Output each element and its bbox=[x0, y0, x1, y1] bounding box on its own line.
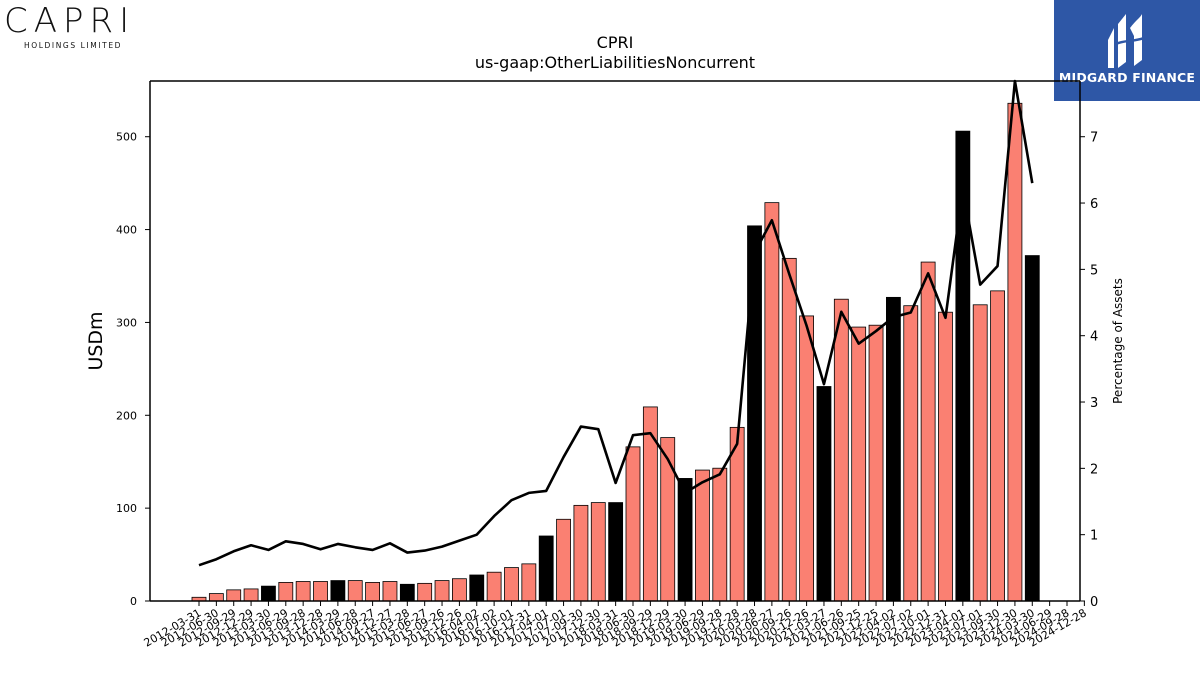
capri-logo-brand: CAPRI bbox=[4, 1, 136, 41]
y-tick-label: 400 bbox=[116, 224, 137, 237]
bar bbox=[938, 311, 953, 602]
bar bbox=[886, 296, 901, 602]
bar bbox=[521, 563, 537, 602]
bar bbox=[486, 571, 502, 602]
bar bbox=[990, 290, 1005, 602]
midgard-logo-name: MIDGARD FINANCE bbox=[1058, 70, 1196, 85]
bar bbox=[208, 593, 224, 602]
bar bbox=[417, 582, 433, 602]
bar bbox=[851, 326, 867, 602]
bar bbox=[382, 581, 398, 602]
y2-tick-label: 7 bbox=[1090, 131, 1098, 146]
bar-series bbox=[191, 102, 1040, 602]
bar bbox=[469, 574, 485, 602]
bar bbox=[590, 502, 606, 602]
bar bbox=[903, 305, 919, 602]
y-tick-label: 200 bbox=[116, 409, 137, 422]
bar bbox=[573, 504, 589, 602]
bar bbox=[816, 386, 832, 602]
bar bbox=[434, 580, 450, 602]
capri-logo: CAPRI HOLDINGS LIMITED bbox=[4, 4, 154, 54]
bar bbox=[764, 202, 780, 602]
bar bbox=[781, 257, 797, 602]
bar bbox=[504, 567, 519, 602]
bar bbox=[295, 581, 311, 602]
percentage-line bbox=[198, 79, 1034, 567]
bar bbox=[365, 582, 381, 602]
bar bbox=[313, 581, 328, 602]
y2-tick-label: 4 bbox=[1090, 330, 1098, 345]
capri-logo-subtitle: HOLDINGS LIMITED bbox=[24, 41, 123, 50]
bar bbox=[799, 315, 814, 602]
y-tick-label: 100 bbox=[116, 502, 137, 515]
bar bbox=[451, 578, 467, 602]
y2-tick-label: 5 bbox=[1090, 263, 1098, 278]
bar bbox=[226, 589, 242, 602]
midgard-logo-mark-icon bbox=[1108, 14, 1145, 68]
y2-tick-label: 2 bbox=[1090, 462, 1098, 477]
bar bbox=[243, 588, 259, 602]
bar bbox=[538, 535, 554, 602]
y2-tick-label: 3 bbox=[1090, 396, 1098, 411]
bar bbox=[712, 467, 728, 602]
bar bbox=[747, 225, 762, 602]
y-axis-label: USDm bbox=[85, 311, 107, 370]
y2-axis-label: Percentage of Assets bbox=[1111, 278, 1125, 404]
bar bbox=[347, 580, 363, 602]
line-series bbox=[198, 79, 1034, 567]
bar bbox=[833, 298, 849, 602]
bar bbox=[625, 446, 641, 602]
bar bbox=[556, 518, 571, 602]
bar bbox=[1024, 255, 1040, 602]
bar bbox=[868, 324, 884, 602]
y2-tick-label: 6 bbox=[1090, 197, 1098, 212]
bar bbox=[330, 580, 346, 602]
bar bbox=[695, 469, 710, 602]
chart-subtitle: us-gaap:OtherLiabilitiesNoncurrent bbox=[475, 53, 755, 72]
y-tick-label: 0 bbox=[130, 595, 137, 608]
bar bbox=[972, 304, 988, 602]
y2-tick-label: 0 bbox=[1090, 595, 1098, 610]
chart-title: CPRI bbox=[597, 33, 634, 52]
y2-tick-label: 1 bbox=[1090, 529, 1098, 544]
bar bbox=[261, 585, 276, 602]
bar bbox=[608, 502, 624, 602]
bar bbox=[1007, 102, 1023, 602]
axes: 0100200300400500012345672012-03-312012-0… bbox=[116, 80, 1098, 650]
y-tick-label: 500 bbox=[116, 131, 137, 144]
midgard-finance-logo: MIDGARD FINANCE bbox=[1054, 0, 1200, 101]
bar bbox=[278, 582, 294, 602]
bar bbox=[920, 261, 936, 602]
bar bbox=[677, 478, 693, 602]
bar bbox=[399, 583, 415, 602]
bar bbox=[660, 437, 676, 602]
bar bbox=[642, 406, 658, 602]
y-tick-label: 300 bbox=[116, 316, 137, 329]
bar bbox=[955, 130, 971, 602]
